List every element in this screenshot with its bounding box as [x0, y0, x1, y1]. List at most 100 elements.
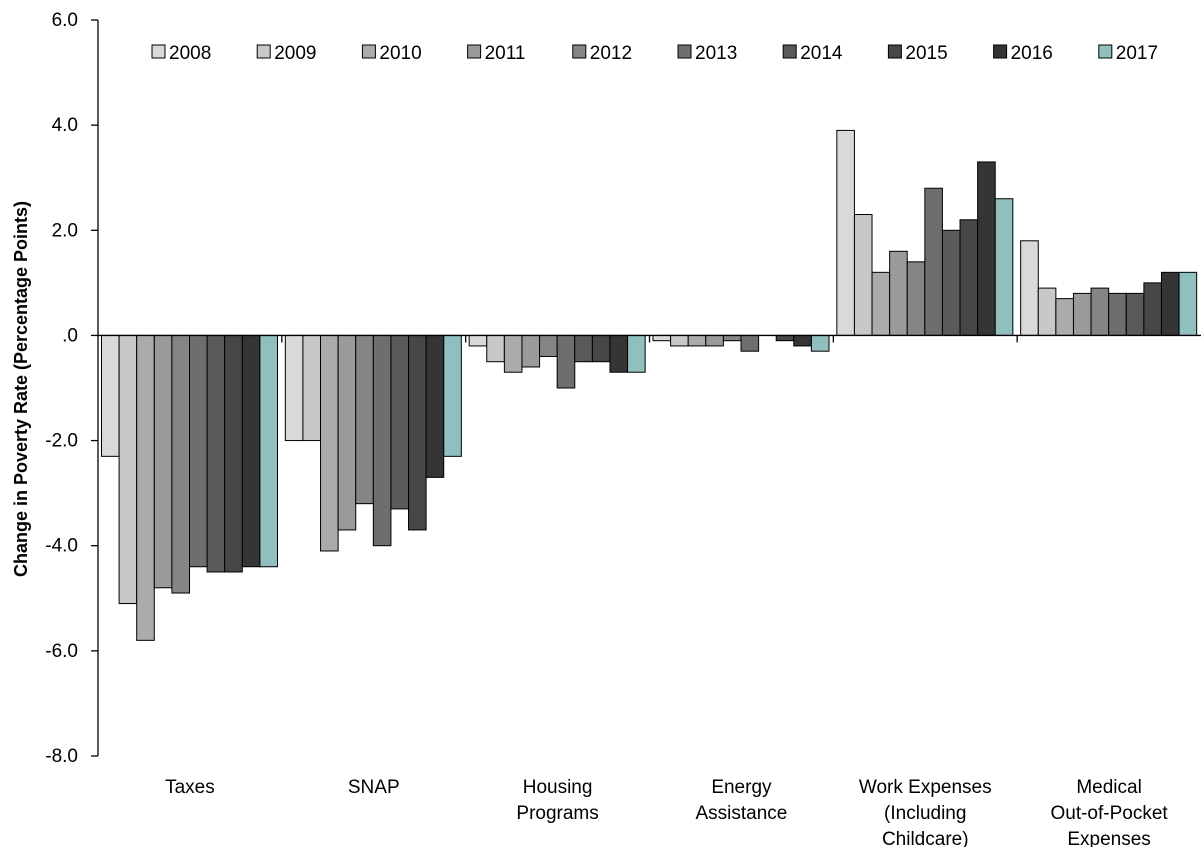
- bar-2013-5: [1108, 292, 1127, 336]
- category-label-line: Housing: [523, 777, 593, 798]
- bar-2009-5: [1037, 287, 1057, 336]
- bar-2015-3: [775, 334, 795, 342]
- legend-label-2008: 2008: [169, 43, 211, 64]
- bar-2009-1: [302, 334, 322, 442]
- bar-2014-0: [206, 334, 226, 573]
- bar-2015-2: [591, 334, 611, 363]
- legend-label-2012: 2012: [590, 43, 632, 64]
- bar-2009-0: [118, 334, 138, 605]
- bar-2008-2: [468, 334, 488, 347]
- legend-swatch-2013: [677, 44, 692, 59]
- bar-2011-2: [521, 334, 541, 368]
- bar-2014-2: [574, 334, 593, 363]
- category-label-line: Work Expenses: [859, 777, 992, 798]
- y-axis-title: Change in Poverty Rate (Percentage Point…: [11, 201, 31, 577]
- bar-2015-5: [1143, 282, 1162, 336]
- legend-swatch-2011: [467, 44, 482, 59]
- category-label-line: Assistance: [695, 803, 787, 824]
- category-label: Housing Programs: [516, 777, 598, 824]
- legend-swatch-2017: [1098, 44, 1113, 59]
- bar-2012-2: [539, 334, 558, 357]
- bar-2011-4: [889, 250, 908, 336]
- category-label-line: Out-of-Pocket: [1050, 803, 1168, 824]
- category-label: Work Expenses (Including Childcare): [859, 777, 992, 847]
- legend-label-2013: 2013: [695, 43, 737, 64]
- bar-2016-5: [1160, 271, 1180, 336]
- bar-2012-3: [722, 334, 742, 342]
- bar-2010-2: [503, 334, 523, 373]
- bar-2014-5: [1125, 292, 1145, 336]
- bar-2013-4: [924, 187, 943, 336]
- bar-2009-3: [670, 334, 689, 347]
- category-label-line: Childcare): [882, 829, 969, 847]
- bar-2008-4: [836, 129, 855, 336]
- bar-2013-3: [740, 334, 760, 352]
- category-label-line: Programs: [516, 803, 598, 824]
- bar-2011-1: [337, 334, 357, 531]
- bar-2013-0: [189, 334, 208, 568]
- legend-label-2017: 2017: [1116, 43, 1158, 64]
- category-label-line: Energy: [711, 777, 772, 798]
- bar-2015-4: [959, 219, 979, 336]
- bar-2008-1: [284, 334, 304, 442]
- bar-2011-5: [1072, 292, 1092, 336]
- axes-group: [91, 19, 1201, 757]
- y-tick-labels: 6.0 4.0 2.0 .0 -2.0 -4.0 -6.0 -8.0: [45, 10, 78, 767]
- bars-group: [101, 129, 1198, 641]
- category-label: Taxes: [165, 777, 215, 798]
- bar-2015-0: [224, 334, 243, 573]
- y-tick-label: -8.0: [45, 746, 78, 767]
- bar-2009-4: [853, 214, 873, 336]
- legend-swatch-2010: [361, 44, 376, 59]
- bar-2008-0: [101, 334, 120, 457]
- legend-label-2016: 2016: [1011, 43, 1053, 64]
- bar-2017-5: [1178, 271, 1198, 336]
- y-axis-title-group: Change in Poverty Rate (Percentage Point…: [11, 201, 31, 577]
- bar-2017-2: [627, 334, 646, 373]
- bar-2016-3: [793, 334, 812, 347]
- category-label-line: Expenses: [1067, 829, 1150, 847]
- legend-swatch-2015: [887, 44, 902, 59]
- category-label: SNAP: [348, 777, 400, 798]
- legend-swatch-2009: [256, 44, 271, 59]
- y-tick-label: .0: [62, 325, 78, 346]
- legend-swatch-2014: [782, 44, 797, 59]
- y-tick-label: 6.0: [52, 10, 78, 31]
- y-tick-label: -4.0: [45, 536, 78, 557]
- bar-2016-4: [977, 161, 996, 336]
- bar-2014-1: [390, 334, 410, 510]
- bar-2016-0: [241, 334, 261, 568]
- bar-2010-4: [871, 271, 891, 336]
- bar-2016-1: [425, 334, 445, 478]
- bar-2012-4: [906, 261, 926, 336]
- legend-label-2010: 2010: [379, 43, 421, 64]
- category-label-line: Taxes: [165, 777, 215, 798]
- legend-label-2015: 2015: [905, 43, 947, 64]
- bar-2013-1: [372, 334, 392, 547]
- bar-2012-5: [1090, 287, 1110, 336]
- category-label-line: SNAP: [348, 777, 400, 798]
- category-label: Energy Assistance: [695, 777, 787, 824]
- bar-2011-0: [153, 334, 173, 589]
- legend-label-2009: 2009: [274, 43, 316, 64]
- bar-2010-5: [1055, 298, 1074, 336]
- bar-2017-4: [994, 198, 1014, 336]
- bar-2010-0: [136, 334, 155, 641]
- bar-2017-3: [810, 334, 830, 352]
- bar-2011-3: [705, 334, 724, 347]
- y-tick-label: -2.0: [45, 431, 78, 452]
- bar-2016-2: [609, 334, 629, 373]
- bar-2012-1: [355, 334, 374, 505]
- bar-2009-2: [486, 334, 505, 363]
- legend-label-2014: 2014: [800, 43, 843, 64]
- bar-2013-2: [556, 334, 576, 389]
- y-tick-label: 4.0: [52, 115, 78, 136]
- category-label-line: Medical: [1076, 777, 1141, 798]
- category-label-line: (Including: [884, 803, 966, 824]
- bar-2015-1: [408, 334, 427, 531]
- legend-swatch-2012: [572, 44, 587, 59]
- legend-swatch-2016: [993, 44, 1008, 59]
- category-labels: Taxes SNAP Housing Programs Energy Assistance…: [165, 777, 1168, 847]
- bar-2012-0: [171, 334, 190, 594]
